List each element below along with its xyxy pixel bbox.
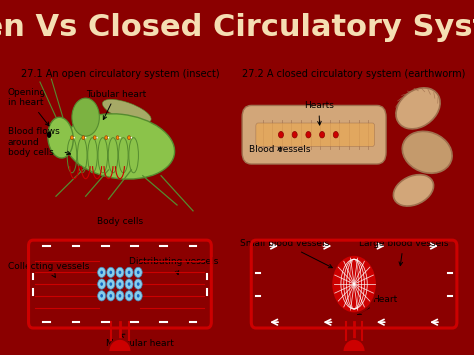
Text: Blood flows
around
body cells: Blood flows around body cells [8,127,71,157]
Ellipse shape [116,279,124,289]
Ellipse shape [47,131,51,138]
Ellipse shape [128,271,130,274]
Ellipse shape [306,131,311,138]
Ellipse shape [292,131,297,138]
Ellipse shape [343,339,365,355]
Ellipse shape [100,282,103,286]
Ellipse shape [333,131,338,138]
Ellipse shape [134,267,142,278]
Text: 27.2 A closed circulatory system (earthworm): 27.2 A closed circulatory system (earthw… [242,69,466,79]
Ellipse shape [98,291,106,301]
Ellipse shape [109,282,112,286]
Ellipse shape [137,271,139,274]
Ellipse shape [109,339,131,355]
Text: Hearts: Hearts [304,102,334,125]
Text: Small blood vessels: Small blood vessels [240,239,332,268]
Text: Body cells: Body cells [97,217,143,225]
Ellipse shape [128,282,130,286]
Ellipse shape [125,291,133,301]
Ellipse shape [109,294,112,297]
Ellipse shape [319,131,325,138]
Ellipse shape [107,267,115,278]
Ellipse shape [125,279,133,289]
Ellipse shape [93,136,96,140]
Text: Blood vessels: Blood vessels [249,145,310,154]
Text: Open Vs Closed Circulatory System: Open Vs Closed Circulatory System [0,13,474,42]
Ellipse shape [125,267,133,278]
Ellipse shape [71,136,73,140]
Ellipse shape [98,279,106,289]
Ellipse shape [402,131,452,173]
Ellipse shape [128,136,130,140]
Ellipse shape [134,279,142,289]
FancyBboxPatch shape [242,105,386,164]
Ellipse shape [100,271,103,274]
Text: 27.1 An open circulatory system (insect): 27.1 An open circulatory system (insect) [20,69,219,79]
Text: Large blood vessels: Large blood vessels [359,239,448,266]
Ellipse shape [107,291,115,301]
Text: Collecting vessels: Collecting vessels [8,262,89,277]
Ellipse shape [116,291,124,301]
Ellipse shape [108,137,109,138]
Ellipse shape [82,136,85,140]
Ellipse shape [393,175,434,206]
Ellipse shape [116,267,124,278]
FancyBboxPatch shape [256,123,374,146]
Ellipse shape [98,267,106,278]
Text: Heart: Heart [357,295,398,315]
Ellipse shape [331,255,377,313]
Text: Opening
in heart: Opening in heart [8,88,49,126]
Ellipse shape [134,291,142,301]
Text: Muscular heart: Muscular heart [106,334,174,348]
Ellipse shape [96,137,98,138]
Text: Distributing vessels: Distributing vessels [129,257,219,274]
Ellipse shape [105,136,108,140]
Ellipse shape [137,282,139,286]
Ellipse shape [396,88,440,129]
Ellipse shape [131,137,132,138]
Ellipse shape [48,117,73,158]
Ellipse shape [278,131,283,138]
Ellipse shape [109,271,112,274]
Ellipse shape [118,294,121,297]
Ellipse shape [107,279,115,289]
Ellipse shape [118,282,121,286]
Ellipse shape [100,294,103,297]
Ellipse shape [65,114,174,179]
Ellipse shape [73,137,75,138]
Text: Tubular heart: Tubular heart [86,90,146,120]
Ellipse shape [118,271,121,274]
Ellipse shape [72,98,100,136]
Ellipse shape [116,136,119,140]
Ellipse shape [102,99,151,123]
Ellipse shape [137,294,139,297]
Ellipse shape [85,137,86,138]
Ellipse shape [128,294,130,297]
Ellipse shape [119,137,120,138]
